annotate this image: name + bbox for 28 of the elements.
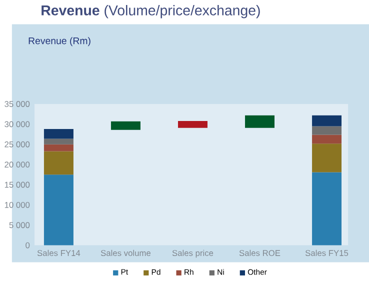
- x-tick-label: Sales FY15: [305, 250, 348, 256]
- x-tick-label: Sales volume: [100, 250, 151, 256]
- bar: [44, 151, 74, 175]
- chart-title: Revenue (Volume/price/exchange): [42, 5, 260, 18]
- bar: [44, 174, 74, 246]
- chart-subtitle: Revenue (Rm): [28, 37, 90, 46]
- y-tick-label: 35 000: [4, 101, 30, 108]
- bar: [44, 138, 74, 144]
- bar: [44, 144, 74, 152]
- y-tick-label: 30 000: [4, 121, 30, 128]
- x-tick-label: Sales FY14: [37, 250, 80, 256]
- bar: [312, 134, 342, 144]
- x-tick-label: Sales ROE: [239, 250, 280, 256]
- bar: [44, 129, 74, 139]
- y-tick-label: 25 000: [4, 142, 30, 148]
- y-tick-label: 15 000: [4, 182, 30, 188]
- bar: [110, 121, 140, 130]
- y-tick-label: 20 000: [4, 162, 30, 168]
- bar: [312, 115, 342, 126]
- bar: [312, 172, 342, 246]
- bar: [245, 115, 275, 128]
- bar: [178, 121, 208, 128]
- y-tick-label: 10 000: [4, 202, 30, 208]
- bar: [312, 144, 342, 172]
- x-tick-label: Sales price: [172, 250, 214, 258]
- bar: [312, 126, 342, 135]
- y-tick-label: 5 000: [9, 222, 30, 228]
- y-tick-label: 0: [26, 242, 30, 248]
